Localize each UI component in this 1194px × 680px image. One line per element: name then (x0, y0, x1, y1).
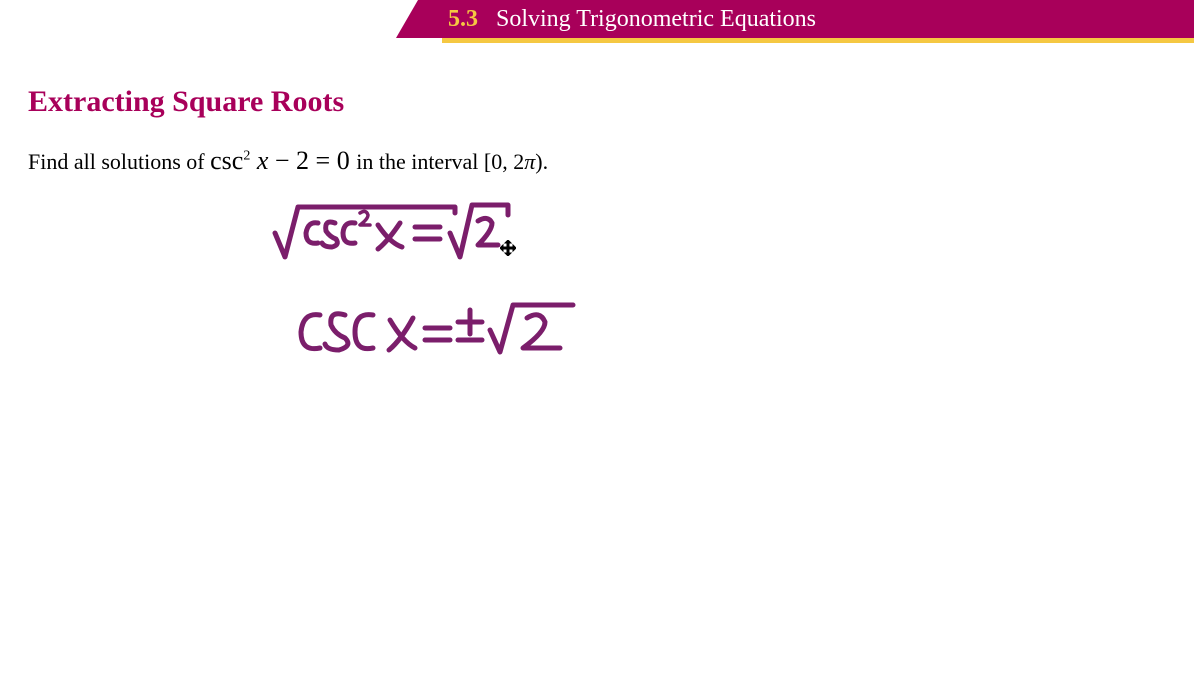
constant-zero: 0 (337, 146, 350, 175)
content-area: Extracting Square Roots Find all solutio… (28, 85, 1166, 179)
section-number: 5.3 (448, 6, 478, 33)
constant-two: 2 (296, 146, 309, 175)
pi-symbol: π (524, 149, 535, 174)
subsection-title: Extracting Square Roots (28, 85, 1166, 119)
interval-prefix: in the interval [0, 2 (356, 149, 524, 174)
problem-statement: Find all solutions of csc2 x − 2 = 0 in … (28, 143, 1166, 179)
handwriting-annotations (260, 195, 660, 395)
equals-sign: = (309, 146, 337, 175)
csc-function: csc (210, 146, 243, 175)
handwriting-svg (260, 195, 660, 395)
section-header-tab: 5.3 Solving Trigonometric Equations (418, 0, 1194, 38)
minus-sign: − (268, 146, 296, 175)
interval-suffix: ). (535, 149, 548, 174)
cursor-svg (500, 240, 516, 256)
section-title: Solving Trigonometric Equations (496, 6, 816, 33)
math-equation: csc2 x − 2 = 0 (210, 146, 356, 175)
move-cursor-icon (500, 240, 516, 256)
section-header-banner: 5.3 Solving Trigonometric Equations (0, 0, 1194, 44)
problem-prefix: Find all solutions of (28, 149, 210, 174)
variable-x: x (250, 146, 268, 175)
header-underline (442, 38, 1194, 43)
